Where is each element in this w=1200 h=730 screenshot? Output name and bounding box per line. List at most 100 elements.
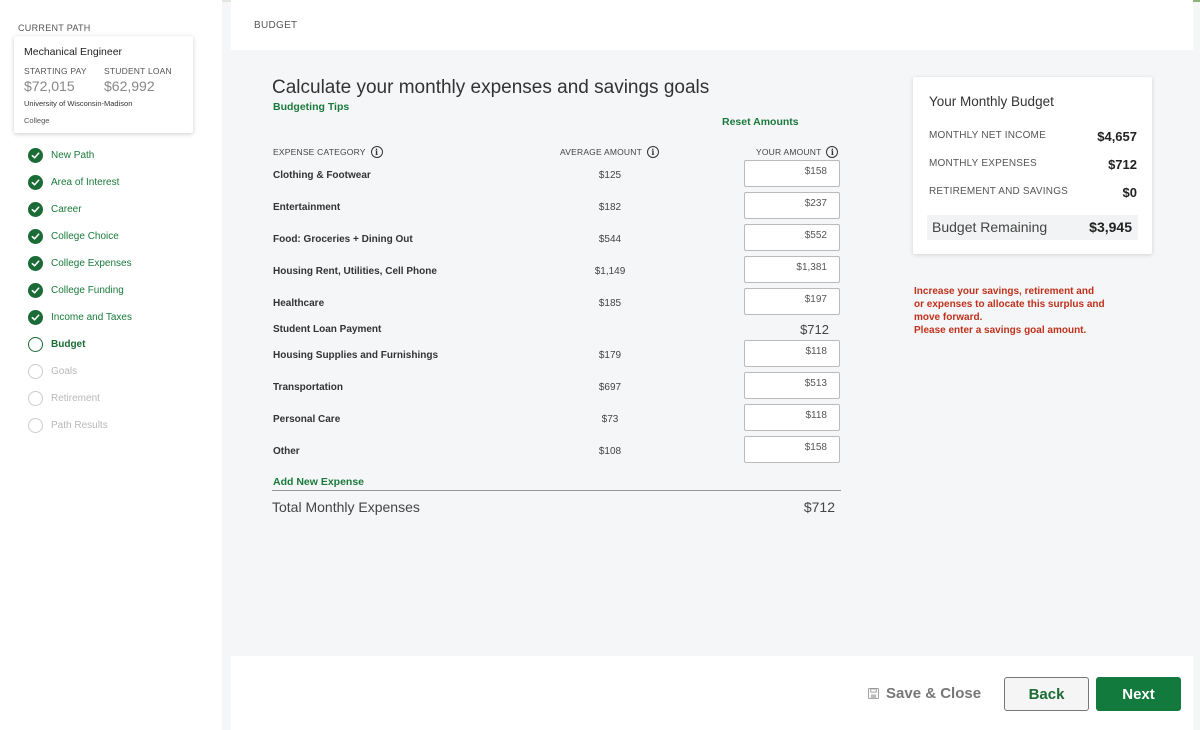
warning-line: move forward. xyxy=(914,312,983,323)
budget-remaining-row: Budget Remaining $3,945 xyxy=(927,215,1138,240)
average-amount: $108 xyxy=(598,446,622,457)
budgeting-tips-link[interactable]: Budgeting Tips xyxy=(273,101,350,113)
add-new-expense-link[interactable]: Add New Expense xyxy=(273,476,365,488)
net-income-label: MONTHLY NET INCOME xyxy=(929,130,1046,141)
col-header-yours-label: YOUR AMOUNT xyxy=(756,147,822,157)
info-icon[interactable]: i xyxy=(826,146,839,158)
expense-category: Housing Rent, Utilities, Cell Phone xyxy=(273,266,437,277)
monthly-expenses-label: MONTHLY EXPENSES xyxy=(929,158,1037,169)
step-career[interactable]: Career xyxy=(28,200,198,218)
check-circle-icon xyxy=(28,309,43,325)
check-circle-icon xyxy=(28,147,43,163)
step-label: Goals xyxy=(51,365,78,377)
warning-line: Increase your savings, retirement and xyxy=(914,286,1095,297)
starting-pay-label: STARTING PAY xyxy=(24,66,87,76)
back-button[interactable]: Back xyxy=(1004,677,1089,711)
section-header: BUDGET xyxy=(231,0,1193,50)
col-header-average: AVERAGE AMOUNT i xyxy=(560,146,659,158)
savings-label: RETIREMENT AND SAVINGS xyxy=(929,186,1069,197)
page-title: Calculate your monthly expenses and savi… xyxy=(272,77,710,98)
average-amount: $1,149 xyxy=(594,266,626,277)
empty-circle-icon xyxy=(28,363,43,379)
expense-category: Other xyxy=(273,446,300,457)
expense-category: Transportation xyxy=(273,382,344,393)
next-button[interactable]: Next xyxy=(1096,677,1181,711)
step-label: College Expenses xyxy=(51,257,132,269)
path-career-title: Mechanical Engineer xyxy=(24,46,123,58)
budget-remaining-value: $3,945 xyxy=(1089,219,1132,235)
empty-circle-icon xyxy=(28,417,43,433)
current-path-card[interactable]: Mechanical Engineer STARTING PAY $72,015… xyxy=(14,36,193,133)
check-circle-icon xyxy=(28,174,43,190)
your-amount-input[interactable]: $197 xyxy=(744,288,840,315)
sidebar-header: CURRENT PATH xyxy=(18,23,91,33)
total-expenses-label: Total Monthly Expenses xyxy=(272,499,420,515)
total-divider xyxy=(272,490,841,491)
step-income-and-taxes[interactable]: Income and Taxes xyxy=(28,308,198,326)
step-label: Career xyxy=(51,203,82,215)
expense-category: Food: Groceries + Dining Out xyxy=(273,234,413,245)
monthly-budget-card: Your Monthly Budget MONTHLY NET INCOME $… xyxy=(913,77,1152,254)
step-new-path[interactable]: New Path xyxy=(28,146,198,164)
save-close-label: Save & Close xyxy=(886,685,982,702)
empty-circle-icon xyxy=(28,336,43,352)
step-label: Retirement xyxy=(51,392,100,404)
net-income-value: $4,657 xyxy=(1097,129,1137,144)
step-area-of-interest[interactable]: Area of Interest xyxy=(28,173,198,191)
check-circle-icon xyxy=(28,255,43,271)
step-college-expenses[interactable]: College Expenses xyxy=(28,254,198,272)
expense-category: Student Loan Payment xyxy=(273,324,382,335)
col-header-average-label: AVERAGE AMOUNT xyxy=(560,147,642,157)
step-retirement[interactable]: Retirement xyxy=(28,389,198,407)
step-label: New Path xyxy=(51,149,95,161)
average-amount: $73 xyxy=(601,414,619,425)
your-amount-input[interactable]: $1,381 xyxy=(744,256,840,283)
expense-category: Housing Supplies and Furnishings xyxy=(273,350,439,361)
surplus-warning: Increase your savings, retirement and or… xyxy=(914,285,1114,337)
check-circle-icon xyxy=(28,282,43,298)
student-loan-value: $62,992 xyxy=(104,78,155,94)
check-circle-icon xyxy=(28,228,43,244)
reset-amounts-link[interactable]: Reset Amounts xyxy=(722,116,799,128)
info-icon[interactable]: i xyxy=(647,146,659,158)
your-amount-input[interactable]: $513 xyxy=(744,372,840,399)
col-header-category-label: EXPENSE CATEGORY xyxy=(273,147,366,157)
average-amount: $125 xyxy=(598,170,622,181)
save-close-button[interactable]: Save & Close xyxy=(868,685,981,702)
your-amount-input[interactable]: $158 xyxy=(744,160,840,187)
your-amount-input[interactable]: $118 xyxy=(744,340,840,367)
step-college-funding[interactable]: College Funding xyxy=(28,281,198,299)
check-circle-icon xyxy=(28,201,43,217)
average-amount: $544 xyxy=(598,234,622,245)
expense-category: Entertainment xyxy=(273,202,341,213)
step-college-choice[interactable]: College Choice xyxy=(28,227,198,245)
your-amount-input[interactable]: $237 xyxy=(744,192,840,219)
expense-category: Healthcare xyxy=(273,298,325,309)
monthly-expenses-value: $712 xyxy=(1108,157,1137,172)
save-icon xyxy=(868,688,879,699)
your-amount-input[interactable]: $552 xyxy=(744,224,840,251)
step-label: Area of Interest xyxy=(51,176,120,188)
your-amount-input[interactable]: $118 xyxy=(744,404,840,431)
average-amount: $185 xyxy=(598,298,622,309)
average-amount: $697 xyxy=(598,382,622,393)
info-icon[interactable]: i xyxy=(370,146,383,158)
budget-remaining-label: Budget Remaining xyxy=(932,219,1048,235)
average-amount: $179 xyxy=(598,350,622,361)
step-budget[interactable]: Budget xyxy=(28,335,198,353)
step-goals[interactable]: Goals xyxy=(28,362,198,380)
student-loan-payment-value: $712 xyxy=(800,322,829,337)
school-name: University of Wisconsin-Madison xyxy=(24,99,133,108)
budget-card-title: Your Monthly Budget xyxy=(929,94,1054,109)
total-expenses-value: $712 xyxy=(803,499,835,515)
sidebar: CURRENT PATH Mechanical Engineer STARTIN… xyxy=(0,0,222,730)
savings-value: $0 xyxy=(1122,185,1137,200)
step-path-results[interactable]: Path Results xyxy=(28,416,198,434)
your-amount-input[interactable]: $158 xyxy=(744,436,840,463)
average-amount: $182 xyxy=(598,202,622,213)
expense-category: Clothing & Footwear xyxy=(273,170,371,181)
starting-pay-value: $72,015 xyxy=(24,78,75,94)
col-header-yours: YOUR AMOUNT i xyxy=(756,146,839,158)
empty-circle-icon xyxy=(28,390,43,406)
step-label: College Funding xyxy=(51,284,124,296)
